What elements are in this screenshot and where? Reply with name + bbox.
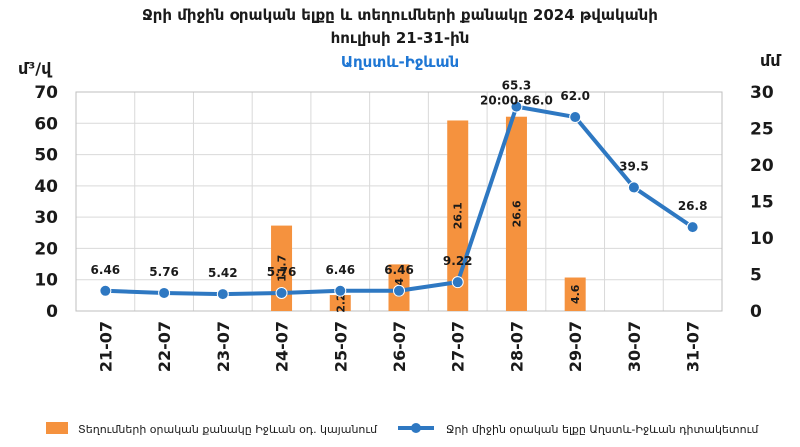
y-tick-left: 20 (34, 239, 58, 259)
bar-data-label: 4.6 (569, 284, 582, 304)
x-tick-label: 21-07 (96, 321, 115, 372)
peak-time-label: 20:00-86.0 (480, 94, 553, 108)
y-tick-right: 0 (750, 302, 762, 322)
bar-data-label: 26.6 (510, 200, 523, 227)
line-data-label: 6.46 (91, 263, 121, 277)
y-axis-left-label: մ³/վ (18, 59, 53, 78)
line-data-label: 62.0 (560, 89, 590, 103)
x-tick-label: 30-07 (625, 321, 644, 372)
line-point (627, 181, 640, 194)
bar (564, 277, 586, 311)
bar (271, 225, 293, 311)
x-tick-label: 25-07 (331, 321, 350, 372)
y-axis-right-label: մմ (760, 51, 782, 70)
legend-label-bar: Տեղումների օրական քանակը Իջևան օդ. կայան… (78, 423, 378, 436)
legend-swatch-bar (46, 422, 68, 434)
y-tick-left: 30 (34, 208, 58, 228)
line-point (451, 276, 464, 289)
chart-title-line-1: Ջրի միջին օրական ելքը և տեղումների քանակ… (142, 6, 658, 24)
y-tick-left: 10 (34, 271, 58, 291)
x-tick-label: 27-07 (449, 321, 468, 372)
line-data-label: 5.42 (208, 266, 238, 280)
y-tick-right: 30 (750, 83, 774, 103)
line-point (686, 221, 699, 234)
line-data-label: 26.8 (678, 199, 708, 213)
x-tick-label: 22-07 (155, 321, 174, 372)
x-tick-label: 24-07 (273, 321, 292, 372)
line-point (569, 111, 582, 124)
x-tick-label: 31-07 (684, 321, 703, 372)
legend-label-line: Ջրի միջին օրական ելքը Աղստև-Իջևան դիտակե… (446, 423, 759, 436)
x-tick-label: 29-07 (566, 321, 585, 372)
bar-data-label: 11.7 (276, 255, 289, 282)
bar-data-label: 26.1 (452, 202, 465, 229)
legend-swatch-point (411, 423, 421, 433)
y-tick-right: 5 (750, 266, 762, 286)
bar (329, 295, 351, 311)
line-point (99, 284, 112, 297)
x-tick-label: 26-07 (390, 321, 409, 372)
line-data-label: 9.22 (443, 254, 473, 268)
line-data-label: 6.46 (384, 263, 414, 277)
line-data-label: 5.76 (149, 265, 179, 279)
line-point (158, 286, 171, 299)
x-tick-label: 23-07 (214, 321, 233, 372)
y-tick-right: 25 (750, 120, 774, 140)
line-point (393, 284, 405, 297)
y-tick-left: 60 (34, 114, 58, 134)
y-tick-left: 0 (46, 302, 58, 322)
y-tick-right: 10 (750, 229, 774, 249)
line-point (334, 284, 347, 297)
bar-data-label: 2.2 (334, 293, 347, 313)
line-point (216, 288, 229, 301)
bar (505, 116, 527, 311)
line-data-label: 65.3 (502, 79, 532, 93)
y-tick-left: 50 (34, 146, 58, 166)
y-tick-right: 15 (750, 193, 774, 213)
x-tick-label: 28-07 (507, 321, 526, 372)
line-data-label: 39.5 (619, 159, 649, 173)
y-tick-left: 40 (34, 177, 58, 197)
line-point (275, 286, 288, 299)
line-data-label: 6.46 (325, 263, 355, 277)
line-data-label: 5.76 (267, 265, 297, 279)
chart-title-line-2: հուլիսի 21-31-ին (330, 29, 470, 47)
chart-subtitle: Աղստև-Իջևան (340, 53, 460, 71)
y-tick-left: 70 (34, 83, 58, 103)
y-tick-right: 20 (750, 156, 774, 176)
line-point (510, 100, 523, 113)
